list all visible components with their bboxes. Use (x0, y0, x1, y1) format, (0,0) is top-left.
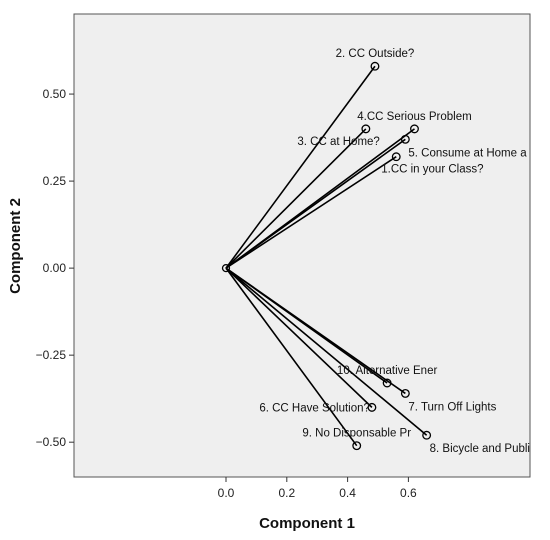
data-point (400, 389, 410, 398)
loading-vector (225, 267, 358, 447)
x-axis: 0.0 0.2 0.4 0.6 (218, 477, 417, 500)
data-point (410, 124, 419, 134)
point-label: 4.CC Serious Problem (357, 111, 471, 123)
x-tick-label: 0.6 (400, 486, 417, 500)
loading-vector (225, 267, 428, 436)
x-tick-label: 0.2 (278, 486, 295, 500)
y-axis: 0.50 0.25 0.00 −0.25 −0.50 (36, 87, 74, 449)
loading-vector (225, 156, 397, 269)
point-label: 5. Consume at Home a (408, 147, 527, 159)
point-labels: 2. CC Outside? 4.CC Serious Problem 3. CC … (259, 48, 530, 455)
point-label: 1.CC in your Class? (381, 164, 483, 176)
loading-vector (225, 65, 376, 269)
y-tick-label: 0.25 (43, 174, 67, 188)
loading-vector (225, 128, 367, 269)
point-label: 10. Alternative Ener (337, 365, 438, 377)
data-point (370, 61, 380, 71)
point-label: 2. CC Outside? (336, 48, 415, 60)
data-point (422, 430, 432, 440)
x-axis-title: Component 1 (259, 515, 355, 532)
data-point (352, 441, 362, 451)
point-label: 8. Bicycle and Publi (430, 443, 530, 455)
data-point (400, 134, 410, 144)
point-label: 6. CC Have Solution? (259, 402, 370, 414)
loading-vector (225, 267, 373, 408)
y-tick-label: −0.25 (36, 348, 67, 362)
data-point (391, 152, 401, 162)
loading-vector (225, 267, 406, 395)
data-point (382, 378, 392, 388)
plot-area (73, 13, 531, 478)
data-point (361, 124, 371, 134)
x-tick-label: 0.0 (218, 486, 235, 500)
point-label: 3. CC at Home? (297, 136, 379, 148)
y-tick-label: −0.50 (36, 435, 67, 449)
loading-points (221, 61, 432, 451)
loading-vectors (225, 65, 428, 447)
y-tick-label: 0.00 (43, 261, 67, 275)
loading-vector (225, 138, 406, 269)
x-tick-label: 0.4 (339, 486, 356, 500)
point-label: 9. No Disponsable Pr (302, 428, 411, 440)
origin-marker (221, 263, 231, 273)
data-point (367, 402, 377, 412)
y-axis-title: Component 2 (7, 198, 24, 294)
point-label: 7. Turn Off Lights (408, 401, 496, 413)
y-tick-label: 0.50 (43, 87, 67, 101)
